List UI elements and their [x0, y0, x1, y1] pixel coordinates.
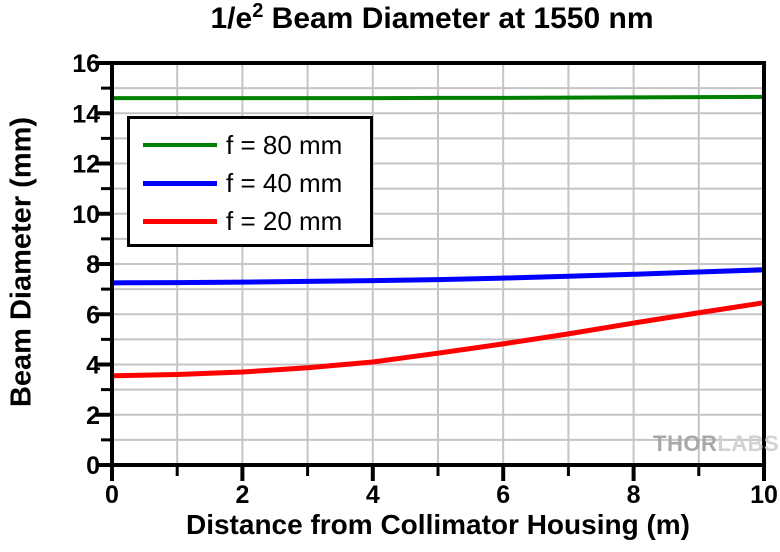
- legend-row-f20: f = 20 mm: [130, 202, 370, 240]
- chart-title-superscript: 2: [252, 0, 264, 22]
- legend-row-f40: f = 40 mm: [130, 164, 370, 202]
- svg-text:6: 6: [86, 301, 100, 329]
- svg-text:8: 8: [627, 481, 641, 509]
- svg-text:4: 4: [366, 481, 380, 509]
- svg-text:6: 6: [496, 481, 510, 509]
- svg-text:2: 2: [86, 402, 100, 430]
- svg-text:8: 8: [86, 251, 100, 279]
- chart-title: 1/e2 Beam Diameter at 1550 nm: [100, 0, 764, 36]
- svg-text:0: 0: [86, 452, 100, 480]
- thorlabs-watermark-labs: LABS: [717, 431, 780, 456]
- y-axis-label: Beam Diameter (mm): [5, 116, 38, 408]
- legend-label-f40: f = 40 mm: [226, 167, 343, 198]
- legend-label-f80: f = 80 mm: [226, 129, 343, 160]
- svg-text:4: 4: [86, 352, 100, 380]
- legend-row-f80: f = 80 mm: [130, 126, 370, 164]
- svg-text:2: 2: [235, 481, 249, 509]
- x-axis-label: Distance from Collimator Housing (m): [185, 509, 691, 540]
- svg-text:10: 10: [750, 481, 778, 509]
- svg-text:12: 12: [72, 151, 100, 179]
- legend-box: f = 80 mm f = 40 mm f = 20 mm: [127, 116, 373, 247]
- legend-line-sample-blue: [143, 180, 217, 186]
- svg-text:14: 14: [72, 100, 100, 128]
- chart-title-rest: Beam Diameter at 1550 nm: [263, 2, 654, 35]
- chart-title-prefix: 1/e: [210, 2, 253, 35]
- thorlabs-watermark-thor: THOR: [653, 431, 718, 456]
- svg-text:16: 16: [72, 50, 100, 78]
- svg-text:10: 10: [72, 201, 100, 229]
- svg-text:0: 0: [105, 481, 119, 509]
- legend-line-sample-red: [143, 218, 217, 224]
- thorlabs-watermark: THORLABS: [653, 431, 779, 457]
- legend-line-sample-green: [143, 143, 217, 147]
- legend-label-f20: f = 20 mm: [226, 205, 343, 236]
